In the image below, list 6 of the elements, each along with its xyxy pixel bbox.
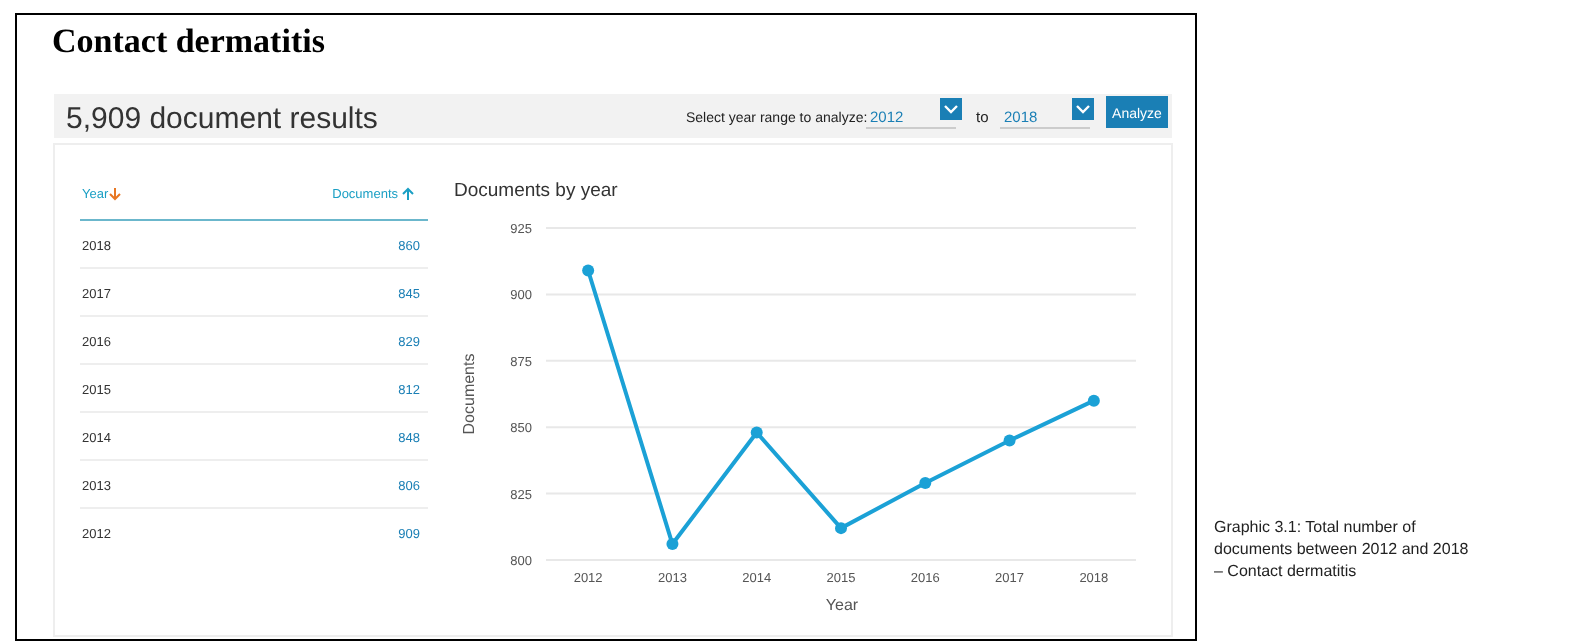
chart-subtitle: Documents by year [454,180,618,202]
text: 5,909 document results [66,102,378,136]
y-axis-title: Documents [460,353,478,435]
x-axis-title: Year [825,596,859,614]
text: Graphic 3.1: Total number of documents between 2012 and 2018 – Contact dermatitis [1214,518,1470,580]
text: Contact dermatitis [52,22,326,60]
